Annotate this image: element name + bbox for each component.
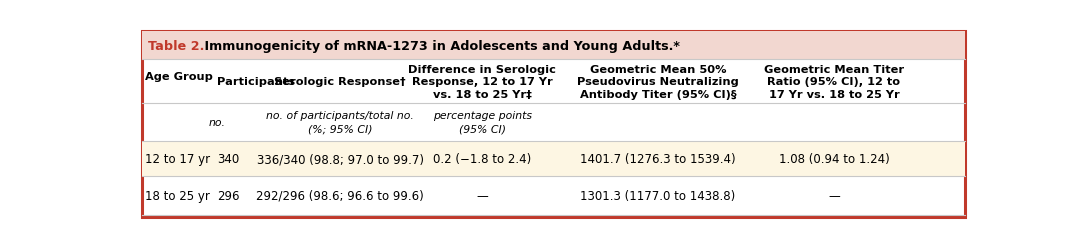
Text: Geometric Mean Titer
Ratio (95% CI), 12 to
17 Yr vs. 18 to 25 Yr: Geometric Mean Titer Ratio (95% CI), 12 … [764,64,904,100]
Text: 12 to 17 yr: 12 to 17 yr [145,152,211,166]
Text: —: — [828,189,840,202]
Text: Participants: Participants [217,77,295,87]
Text: no. of participants/total no.
(%; 95% CI): no. of participants/total no. (%; 95% CI… [266,111,414,134]
Text: Difference in Serologic
Response, 12 to 17 Yr
vs. 18 to 25 Yr‡: Difference in Serologic Response, 12 to … [408,64,556,100]
Text: 296: 296 [217,189,240,202]
Text: Table 2.: Table 2. [148,40,205,52]
Text: 1.08 (0.94 to 1.24): 1.08 (0.94 to 1.24) [779,152,889,166]
Text: Geometric Mean 50%
Pseudovirus Neutralizing
Antibody Titer (95% CI)§: Geometric Mean 50% Pseudovirus Neutraliz… [577,64,739,100]
Text: percentage points
(95% CI): percentage points (95% CI) [433,111,531,134]
Text: Age Group: Age Group [145,71,213,81]
Bar [141,32,966,60]
Text: 292/296 (98.6; 96.6 to 99.6): 292/296 (98.6; 96.6 to 99.6) [256,189,424,202]
Bar [141,142,966,176]
Text: 1301.3 (1177.0 to 1438.8): 1301.3 (1177.0 to 1438.8) [581,189,735,202]
Text: no.: no. [208,118,226,128]
Text: Serologic Response†: Serologic Response† [274,77,406,87]
Text: 0.2 (−1.8 to 2.4): 0.2 (−1.8 to 2.4) [433,152,531,166]
Text: —: — [476,189,488,202]
Text: 1401.7 (1276.3 to 1539.4): 1401.7 (1276.3 to 1539.4) [580,152,735,166]
Text: 18 to 25 yr: 18 to 25 yr [145,189,210,202]
Text: 340: 340 [217,152,240,166]
Text: Immunogenicity of mRNA-1273 in Adolescents and Young Adults.*: Immunogenicity of mRNA-1273 in Adolescen… [200,40,680,52]
Text: 336/340 (98.8; 97.0 to 99.7): 336/340 (98.8; 97.0 to 99.7) [257,152,423,166]
